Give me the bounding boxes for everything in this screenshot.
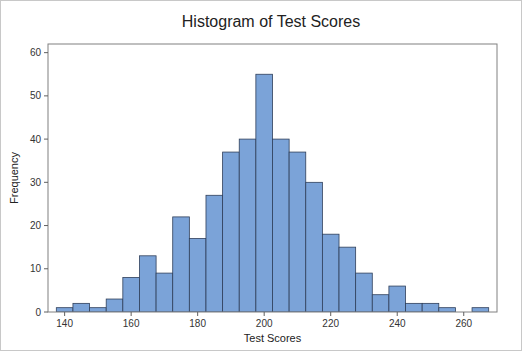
bar: [173, 217, 190, 312]
y-axis-label: Frequency: [8, 152, 20, 204]
x-tick: [197, 312, 198, 316]
bar: [239, 139, 256, 312]
bar: [256, 74, 273, 312]
y-tick-label: 20: [30, 220, 42, 231]
bars: [56, 74, 488, 312]
bar: [90, 308, 107, 312]
plot-area: [48, 44, 497, 312]
bar: [422, 303, 439, 312]
y-tick-label: 50: [30, 90, 42, 101]
x-tick-label: 160: [123, 318, 140, 329]
bar: [439, 308, 456, 312]
bar: [472, 308, 489, 312]
bar: [306, 182, 323, 312]
x-tick-label: 220: [322, 318, 339, 329]
bar: [223, 152, 240, 312]
bar: [356, 273, 373, 312]
y-tick-label: 0: [35, 307, 41, 318]
bar: [56, 308, 73, 312]
x-axis-label: Test Scores: [244, 332, 302, 344]
y-tick-label: 10: [30, 263, 42, 274]
bar: [189, 239, 206, 312]
bar: [156, 273, 173, 312]
x-tick: [64, 312, 65, 316]
bar: [206, 195, 223, 312]
y-tick-label: 60: [30, 47, 42, 58]
x-tick: [463, 312, 464, 316]
y-tick: [44, 268, 48, 269]
x-tick: [131, 312, 132, 316]
x-tick: [397, 312, 398, 316]
bar: [372, 295, 389, 312]
y-tick: [44, 182, 48, 183]
y-tick-label: 30: [30, 177, 42, 188]
bar: [322, 234, 339, 312]
bar: [406, 303, 423, 312]
y-tick: [44, 52, 48, 53]
y-tick: [44, 95, 48, 96]
chart: 140 160 180 200 220 240 260 0 10 20 30 40 50 60 Histog…: [0, 0, 522, 351]
x-tick-label: 140: [56, 318, 73, 329]
x-tick-label: 180: [189, 318, 206, 329]
bar: [139, 256, 156, 312]
x-tick: [264, 312, 265, 316]
bar: [106, 299, 123, 312]
x-tick: [330, 312, 331, 316]
y-tick: [44, 312, 48, 313]
y-tick: [44, 139, 48, 140]
title: Histogram of Test Scores: [182, 13, 360, 30]
bar: [389, 286, 406, 312]
x-tick-label: 240: [389, 318, 406, 329]
bar: [273, 139, 290, 312]
y-tick: [44, 225, 48, 226]
x-tick-label: 260: [455, 318, 472, 329]
background: [1, 1, 522, 351]
y-tick-label: 40: [30, 134, 42, 145]
bar: [73, 303, 90, 312]
bar: [123, 277, 140, 312]
plot-frame: [48, 44, 497, 312]
x-tick-label: 200: [256, 318, 273, 329]
bar: [339, 247, 356, 312]
bar: [289, 152, 306, 312]
